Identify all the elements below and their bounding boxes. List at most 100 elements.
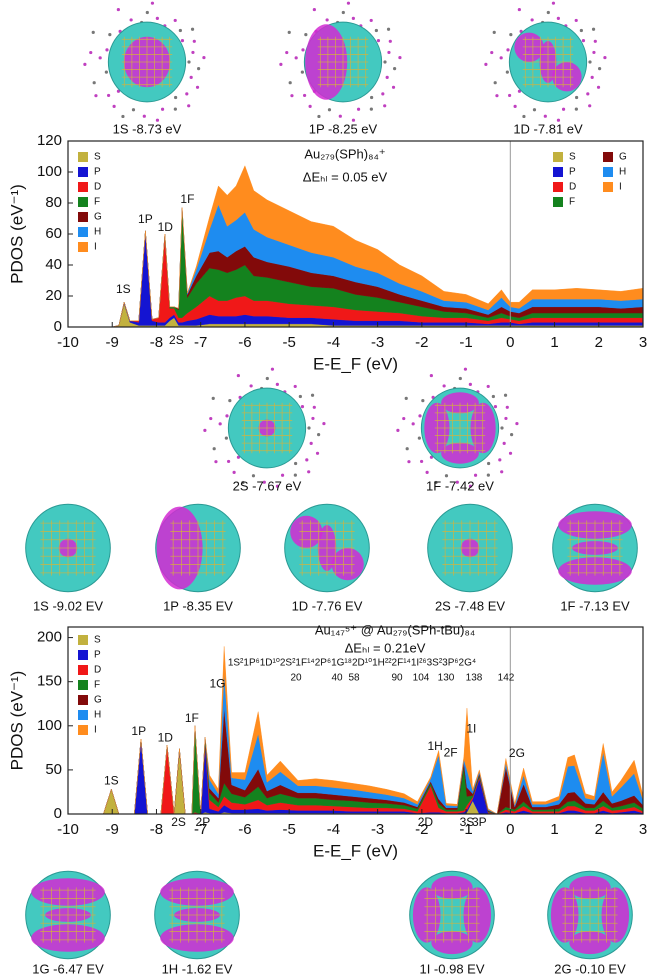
- ligand: [597, 86, 600, 89]
- ligand: [430, 374, 433, 377]
- ligand: [500, 470, 503, 473]
- ligand: [285, 51, 288, 54]
- ligand: [237, 374, 240, 377]
- legend-label: P: [94, 650, 101, 661]
- ligand: [509, 452, 512, 455]
- y-axis-label: PDOS (eV⁻¹): [7, 671, 26, 771]
- ligand: [515, 422, 518, 425]
- ligand: [316, 452, 319, 455]
- x-tick-label: 0: [506, 821, 514, 838]
- legend-label: D: [569, 182, 576, 193]
- ligand: [190, 76, 193, 79]
- orbital-image: [26, 504, 111, 591]
- ligand: [203, 429, 206, 432]
- ligand: [474, 474, 477, 477]
- ligand: [143, 115, 146, 118]
- ligand: [213, 447, 216, 450]
- legend-swatch: [553, 197, 563, 207]
- orbital-image: [410, 871, 495, 958]
- ligand: [303, 94, 306, 97]
- ligand: [392, 86, 395, 89]
- ligand: [212, 397, 215, 400]
- ligand: [506, 48, 509, 51]
- lobe: [552, 62, 581, 91]
- legend-swatch: [553, 182, 563, 192]
- legend-label: H: [94, 227, 101, 238]
- orbital-label: 1H -1.62 EV: [162, 961, 233, 976]
- legend-swatch: [78, 650, 88, 660]
- ligand: [518, 8, 521, 11]
- ligand: [420, 460, 423, 463]
- x-axis-label: E-E_F (eV): [313, 841, 398, 860]
- ligand: [510, 433, 513, 436]
- legend-swatch: [78, 710, 88, 720]
- legend-label: F: [94, 680, 100, 691]
- legend-swatch: [78, 197, 88, 207]
- y-tick-label: 0: [54, 805, 62, 822]
- x-axis-label: E-E_F (eV): [313, 354, 398, 373]
- ligand: [317, 433, 320, 436]
- legend-label: H: [619, 167, 626, 178]
- peak-label: 1S: [116, 282, 131, 296]
- ligand: [156, 17, 159, 20]
- ligand: [196, 86, 199, 89]
- ligand: [504, 417, 507, 420]
- orbital-label: 1P -8.35 EV: [163, 598, 233, 613]
- ligand: [121, 115, 124, 118]
- orbital-label: 1D -7.76 EV: [292, 598, 363, 613]
- ligand: [311, 394, 314, 397]
- ligand: [562, 108, 565, 111]
- legend-swatch: [78, 680, 88, 690]
- orbital-label: 1F -7.42 eV: [426, 478, 494, 493]
- ligand: [504, 394, 507, 397]
- orbital-image: [285, 504, 370, 591]
- peak-label: 1P: [138, 212, 153, 226]
- y-tick-label: 50: [45, 761, 62, 778]
- magic-number: 138: [466, 673, 483, 684]
- peak-label: 1G: [209, 677, 225, 691]
- ligand: [174, 108, 177, 111]
- ligand: [227, 460, 230, 463]
- ligand: [514, 105, 517, 108]
- peak-label: 3P: [472, 815, 487, 829]
- orbital-image: [553, 504, 638, 591]
- peak-label: 1P: [131, 724, 146, 738]
- ligand: [594, 40, 597, 43]
- ligand: [389, 40, 392, 43]
- ligand: [117, 8, 120, 11]
- x-tick-label: 1: [550, 821, 558, 838]
- ligand: [557, 17, 560, 20]
- legend-label: G: [94, 212, 102, 223]
- x-tick-label: -6: [238, 334, 251, 351]
- orbital-label: 1I -0.98 EV: [419, 961, 484, 976]
- ligand: [294, 462, 297, 465]
- peak-label: 1D: [158, 730, 174, 744]
- ligand: [469, 383, 472, 386]
- peak-label: 1F: [180, 192, 194, 206]
- magic-number: 90: [391, 673, 403, 684]
- legend-label: D: [94, 665, 101, 676]
- legend-label: S: [569, 152, 576, 163]
- ligand: [383, 104, 386, 107]
- x-tick-label: -1: [459, 334, 472, 351]
- ligand: [108, 33, 111, 36]
- ligand: [193, 40, 196, 43]
- legend-label: I: [94, 242, 97, 253]
- x-tick-label: -9: [106, 821, 119, 838]
- orbital-image: [428, 504, 513, 591]
- ligand: [301, 48, 304, 51]
- ligand: [405, 397, 408, 400]
- ligand: [105, 48, 108, 51]
- x-tick-label: 1: [550, 334, 558, 351]
- peak-label: 2S: [171, 815, 186, 829]
- x-tick-label: 3: [639, 821, 647, 838]
- ligand: [347, 2, 350, 5]
- ligand: [132, 108, 135, 111]
- ligand: [352, 17, 355, 20]
- ligand: [531, 18, 534, 21]
- ligand: [386, 76, 389, 79]
- ligand: [393, 67, 396, 70]
- ligand: [313, 406, 316, 409]
- legend-swatch: [553, 167, 563, 177]
- peak-label: 2P: [196, 815, 211, 829]
